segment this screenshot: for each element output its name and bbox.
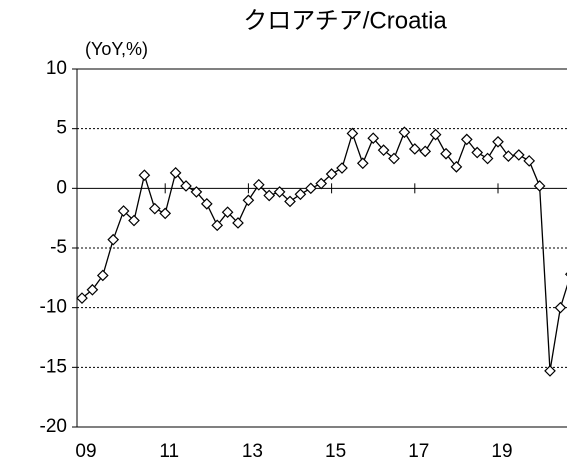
marker: [325, 168, 338, 180]
marker: [221, 206, 234, 219]
marker: [294, 188, 307, 201]
marker: [190, 186, 203, 198]
marker: [440, 147, 452, 160]
marker: [138, 169, 151, 182]
marker: [96, 269, 109, 282]
y-tick-label: -10: [40, 297, 67, 318]
y-axis-label: (YoY,%): [85, 39, 148, 59]
marker: [86, 283, 99, 296]
marker: [554, 301, 567, 314]
chart-title: クロアチア/Croatia: [243, 7, 447, 34]
y-tick-label: -15: [40, 356, 67, 377]
x-tick-label: 19: [491, 441, 512, 462]
marker: [481, 152, 494, 165]
marker: [492, 135, 504, 148]
marker: [512, 149, 525, 161]
y-tick-label: 5: [56, 118, 67, 139]
x-tick-label: 17: [408, 441, 429, 462]
marker: [336, 162, 348, 174]
marker: [419, 145, 432, 158]
marker: [148, 202, 161, 215]
marker: [180, 180, 192, 192]
x-tick-label: 13: [242, 441, 263, 462]
marker: [76, 292, 88, 304]
x-tick-label: 11: [159, 441, 179, 462]
x-tick-label: 09: [75, 441, 96, 462]
y-tick-label: 0: [56, 177, 67, 198]
marker: [356, 157, 369, 170]
marker: [117, 205, 130, 217]
marker: [263, 189, 276, 202]
marker: [544, 365, 556, 377]
marker: [367, 132, 380, 145]
marker: [200, 197, 213, 210]
marker: [346, 127, 359, 140]
marker: [460, 133, 473, 146]
marker: [159, 207, 172, 220]
marker: [242, 194, 255, 207]
line: [81, 130, 567, 372]
marker: [128, 214, 140, 227]
marker: [408, 143, 421, 155]
marker: [523, 155, 536, 167]
marker: [107, 233, 120, 246]
marker: [388, 152, 400, 165]
marker: [450, 161, 463, 173]
marker: [284, 195, 296, 208]
marker: [398, 126, 411, 139]
marker: [533, 180, 546, 192]
marker: [471, 146, 484, 159]
x-tick-label: 15: [325, 441, 346, 462]
marker: [377, 144, 390, 156]
marker: [502, 150, 515, 162]
y-tick-label: -20: [40, 416, 67, 437]
marker: [304, 182, 317, 195]
marker: [315, 177, 328, 190]
marker: [232, 217, 244, 229]
marker: [211, 219, 224, 232]
marker: [429, 128, 442, 141]
marker: [169, 166, 182, 179]
y-tick-label: -5: [50, 237, 67, 258]
y-tick-label: 10: [46, 58, 67, 79]
marker: [252, 178, 265, 191]
marker: [273, 186, 286, 198]
